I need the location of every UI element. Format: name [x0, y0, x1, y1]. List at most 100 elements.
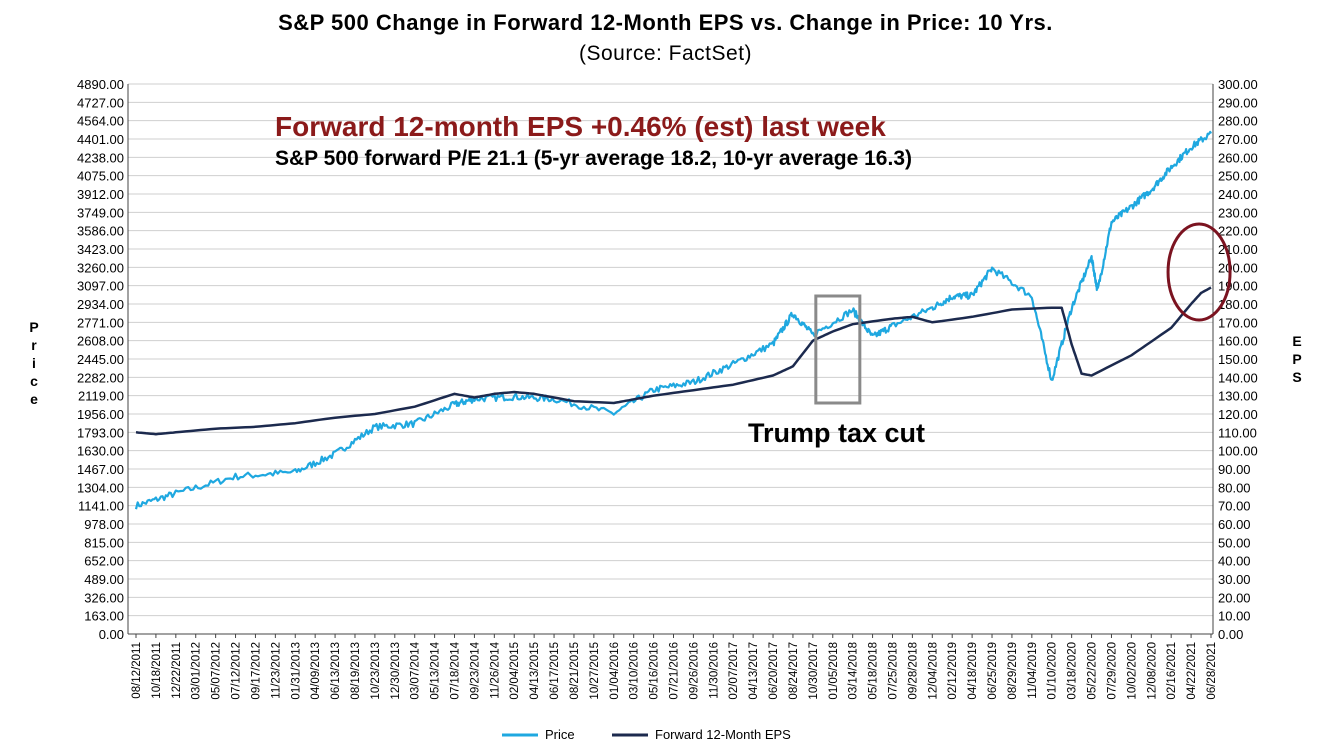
x-tick-label: 09/28/2018	[907, 642, 919, 700]
y2-tick-label: 190.00	[1218, 279, 1258, 294]
legend-price-swatch	[502, 733, 538, 737]
y2-tick-label: 120.00	[1218, 407, 1258, 422]
x-tick-label: 10/18/2011	[151, 642, 163, 699]
y2-tick-label: 250.00	[1218, 169, 1258, 184]
x-tick-label: 07/29/2020	[1106, 642, 1118, 700]
y-tick-label: 0.00	[99, 627, 124, 642]
x-tick-label: 04/13/2017	[748, 642, 760, 700]
y2-tick-label: 60.00	[1218, 517, 1251, 532]
x-tick-label: 09/26/2016	[688, 642, 700, 700]
x-tick-label: 03/14/2018	[848, 642, 860, 700]
y2-tick-label: 270.00	[1218, 132, 1258, 147]
y-tick-label: 815.00	[84, 535, 124, 550]
x-tick-label: 09/23/2014	[469, 641, 481, 699]
y-tick-label: 1467.00	[77, 462, 124, 477]
y-tick-label: 978.00	[84, 517, 124, 532]
y2-tick-label: 150.00	[1218, 352, 1258, 367]
y2-tick-label: 280.00	[1218, 114, 1258, 129]
y2-tick-label: 240.00	[1218, 187, 1258, 202]
x-tick-label: 06/17/2015	[549, 642, 561, 700]
x-tick-label: 11/23/2012	[270, 642, 282, 699]
series-group	[134, 130, 1212, 510]
x-tick-label: 09/17/2012	[250, 642, 262, 700]
y-tick-label: 4075.00	[77, 169, 124, 184]
y2-tick-label: 50.00	[1218, 535, 1251, 550]
x-tick-label: 02/16/2021	[1166, 642, 1178, 700]
y-axis-left: 4890.00 4727.00 4564.00 4401.00 4238.00 4075.…	[77, 77, 124, 642]
x-tick-label: 12/22/2011	[171, 642, 183, 699]
tax-cut-annotation: Trump tax cut	[748, 418, 926, 448]
y2-tick-label: 140.00	[1218, 370, 1258, 385]
x-tick-label: 12/08/2020	[1146, 642, 1158, 700]
y-tick-label: 1793.00	[77, 425, 124, 440]
y2-tick-label: 180.00	[1218, 297, 1258, 312]
x-tick-label: 10/30/2017	[808, 642, 820, 700]
x-tick-label: 03/10/2016	[629, 642, 641, 700]
x-tick-label: 04/13/2015	[529, 642, 541, 700]
x-tick-label: 05/13/2014	[430, 641, 442, 699]
x-tick-label: 08/24/2017	[788, 642, 800, 700]
y-tick-label: 4564.00	[77, 114, 124, 129]
eps-series-line	[135, 286, 1212, 436]
x-tick-label: 03/01/2012	[191, 642, 203, 700]
x-tick-label: 10/27/2015	[589, 642, 601, 700]
x-tick-label: 04/18/2019	[967, 642, 979, 700]
price-series-line	[134, 130, 1212, 510]
y2-tick-label: 100.00	[1218, 444, 1258, 459]
y2-tick-label: 80.00	[1218, 480, 1251, 495]
x-tick-label: 04/09/2013	[310, 642, 322, 700]
x-tick-label: 02/07/2017	[728, 642, 740, 700]
y2-tick-label: 230.00	[1218, 205, 1258, 220]
legend-price-label: Price	[545, 727, 575, 742]
x-tick-label: 05/22/2020	[1087, 642, 1099, 700]
y-tick-label: 2771.00	[77, 315, 124, 330]
eps-change-annotation: Forward 12-month EPS +0.46% (est) last w…	[275, 111, 886, 142]
x-tick-label: 10/23/2013	[370, 642, 382, 700]
x-tick-label: 07/25/2018	[887, 642, 899, 700]
x-tick-label: 10/02/2020	[1126, 642, 1138, 700]
x-tick-label: 02/12/2019	[947, 642, 959, 700]
y-tick-label: 4890.00	[77, 77, 124, 92]
y-tick-label: 3912.00	[77, 187, 124, 202]
y2-tick-label: 20.00	[1218, 590, 1251, 605]
y-tick-label: 652.00	[84, 554, 124, 569]
y-tick-label: 489.00	[84, 572, 124, 587]
y2-tick-label: 90.00	[1218, 462, 1251, 477]
y2-tick-label: 260.00	[1218, 150, 1258, 165]
x-tick-label: 07/12/2012	[231, 642, 243, 700]
x-tick-label: 08/19/2013	[350, 642, 362, 700]
y-tick-label: 2119.00	[78, 389, 124, 404]
x-tick-label: 11/26/2014	[489, 641, 501, 698]
x-tick-label: 06/28/2021	[1206, 642, 1218, 700]
y-tick-label: 4238.00	[77, 150, 124, 165]
y2-tick-label: 300.00	[1218, 77, 1258, 92]
x-tick-label: 05/07/2012	[211, 642, 223, 700]
y2-tick-label: 130.00	[1218, 389, 1258, 404]
x-tick-label: 01/31/2013	[290, 642, 302, 700]
gridlines	[127, 83, 1214, 635]
y2-tick-label: 160.00	[1218, 334, 1258, 349]
y-tick-label: 4727.00	[77, 95, 124, 110]
tax-cut-box	[814, 294, 862, 405]
y-tick-label: 3586.00	[77, 224, 124, 239]
y-tick-label: 1141.00	[78, 499, 124, 514]
y2-tick-label: 200.00	[1218, 260, 1258, 275]
x-tick-label: 08/29/2019	[1007, 642, 1019, 700]
x-tick-label: 12/04/2018	[927, 642, 939, 700]
x-tick-label: 05/16/2016	[649, 642, 661, 700]
x-tick-label: 01/10/2020	[1047, 642, 1059, 700]
chart-subtitle: (Source: FactSet)	[578, 42, 753, 65]
y2-tick-label: 40.00	[1218, 554, 1251, 569]
recent-eps-circle	[1166, 222, 1232, 322]
y-tick-label: 1956.00	[77, 407, 124, 422]
x-tick-label: 06/20/2017	[768, 642, 780, 700]
y-tick-label: 2608.00	[77, 334, 124, 349]
pe-annotation: S&P 500 forward P/E 21.1 (5-yr average 1…	[275, 147, 912, 170]
x-tick-label: 11/30/2016	[708, 642, 720, 699]
y-tick-label: 2282.00	[77, 370, 124, 385]
y-tick-label: 3423.00	[77, 242, 124, 257]
y2-tick-label: 30.00	[1218, 572, 1251, 587]
